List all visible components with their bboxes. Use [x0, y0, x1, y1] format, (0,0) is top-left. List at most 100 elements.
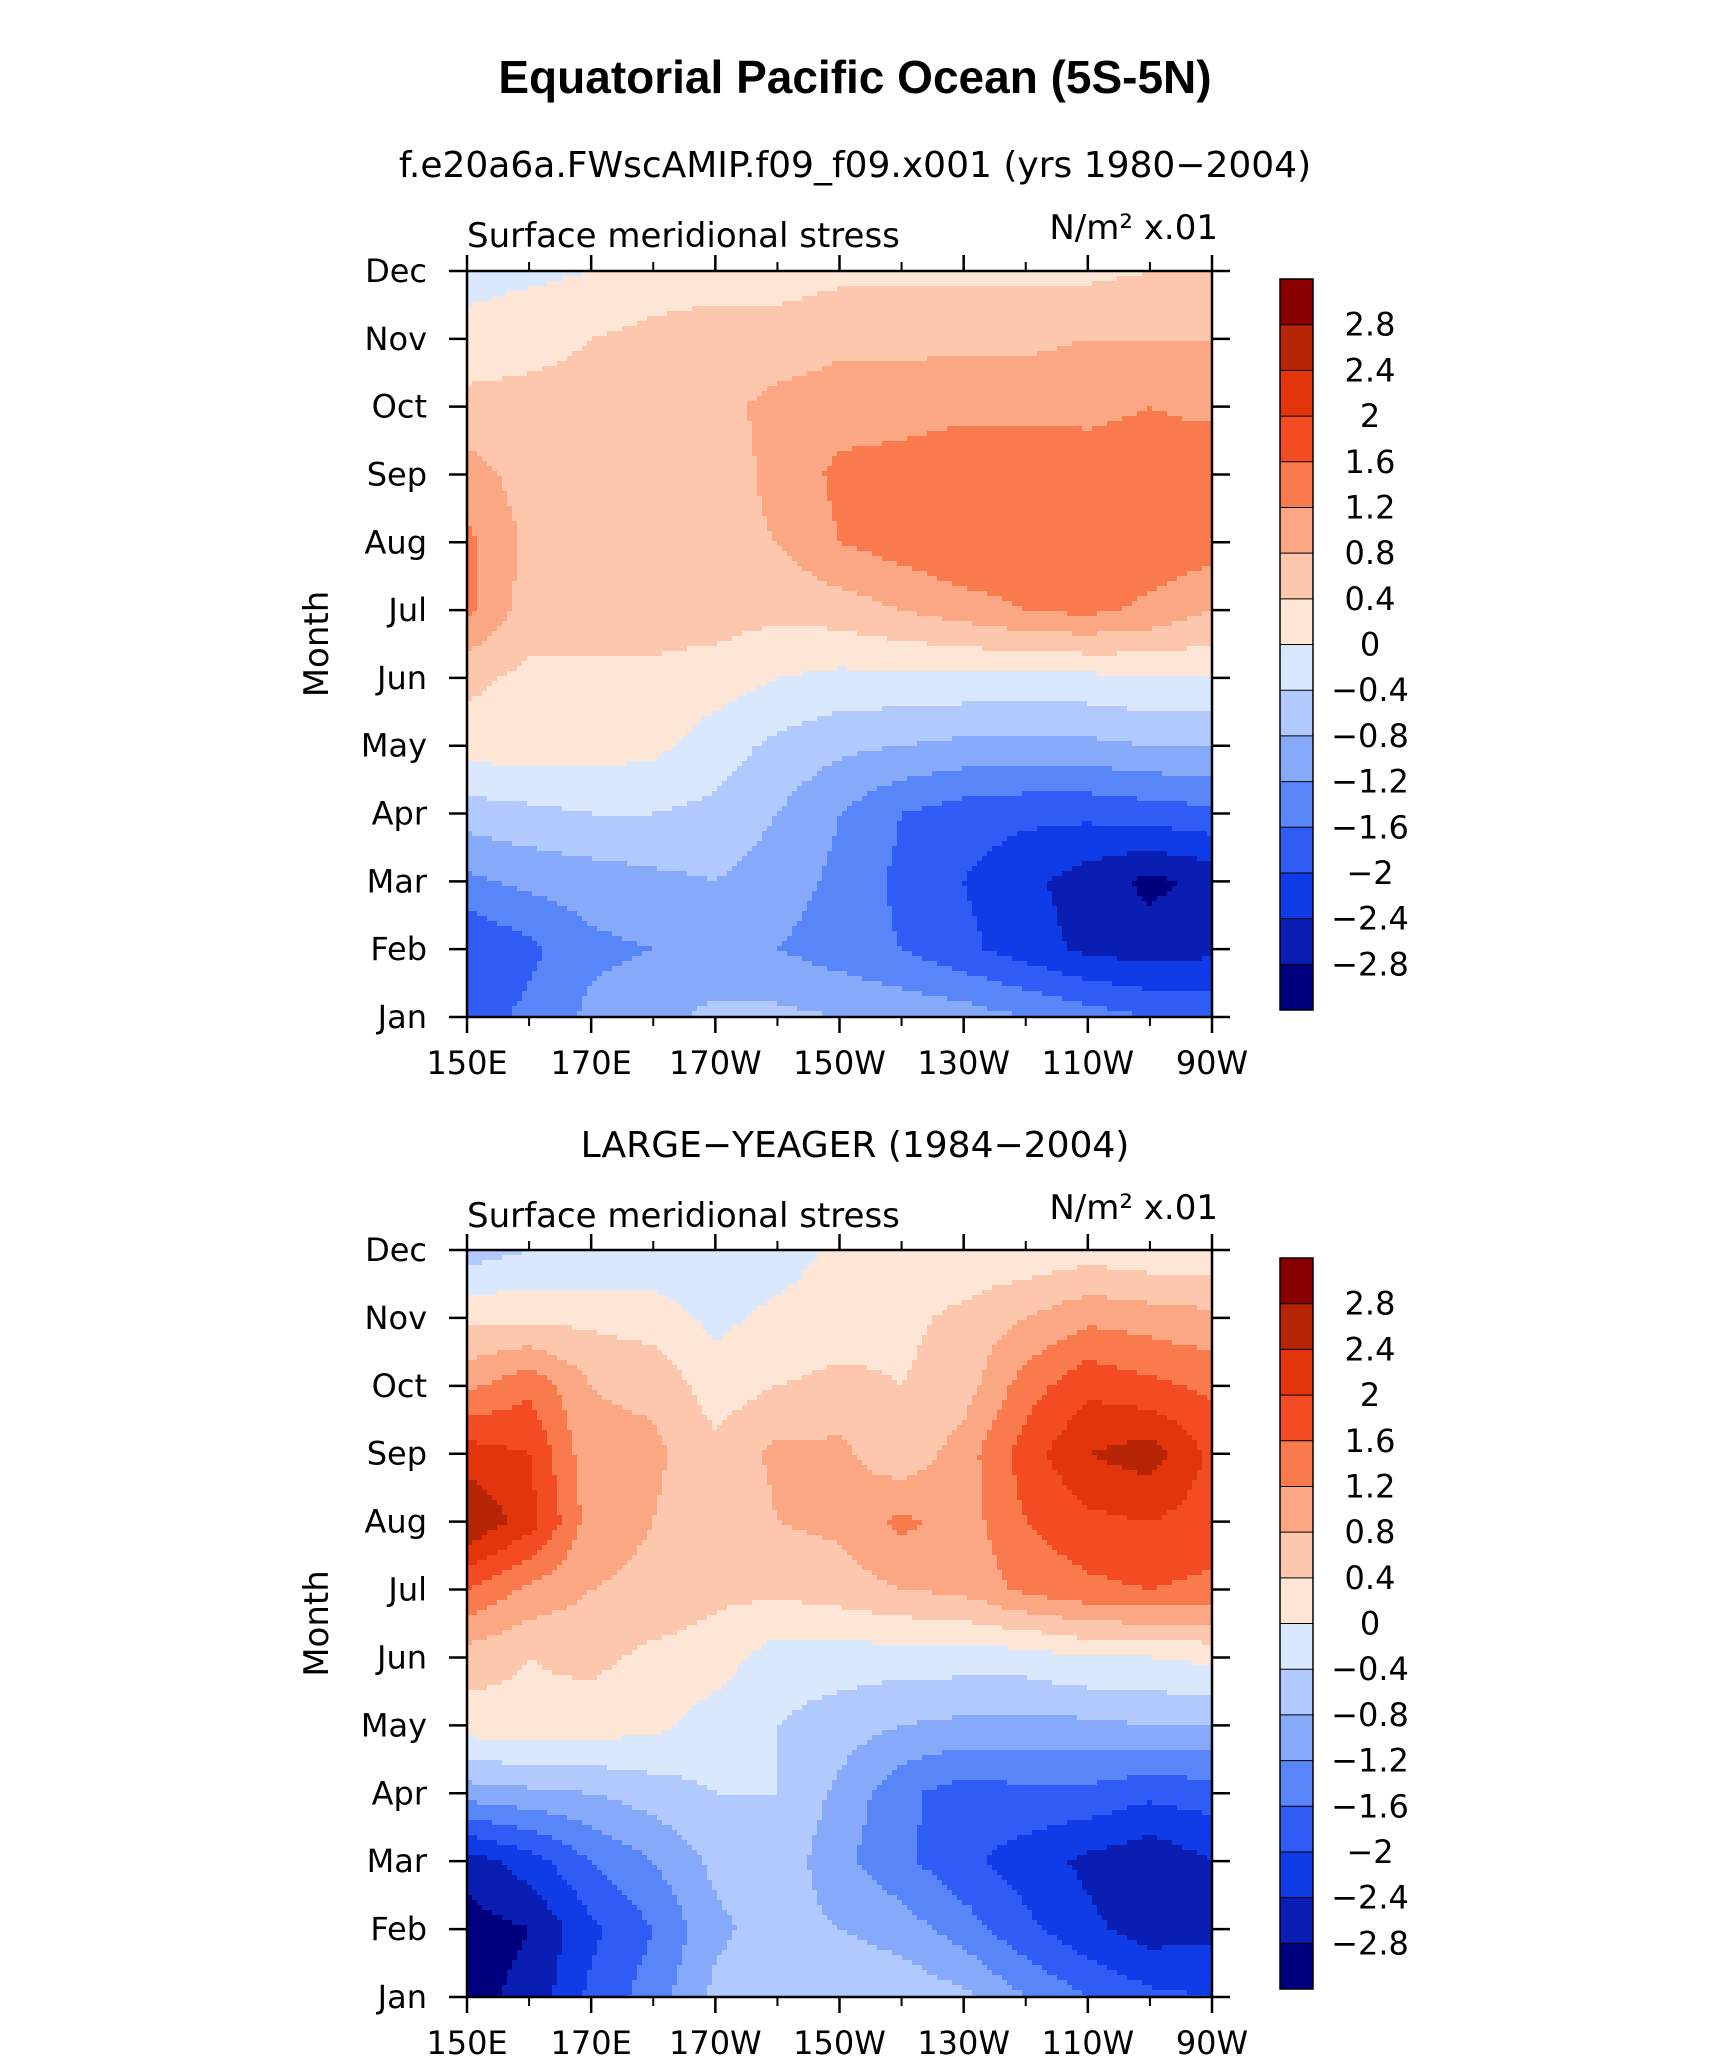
field-cell	[817, 1830, 863, 1836]
field-cell	[467, 891, 533, 897]
field-cell	[467, 1415, 538, 1421]
field-cell	[892, 856, 983, 862]
field-cell	[772, 816, 838, 822]
field-cell	[467, 581, 478, 587]
field-cell	[902, 1955, 978, 1961]
field-cell	[467, 1875, 518, 1881]
field-cell	[892, 921, 978, 927]
field-cell	[582, 1900, 633, 1906]
field-cell	[567, 356, 928, 362]
field-cell	[942, 1445, 983, 1451]
field-cell	[1052, 896, 1143, 902]
field-cell	[1172, 621, 1213, 627]
field-cell	[587, 1855, 648, 1861]
field-cell	[917, 1835, 1018, 1841]
field-cell	[992, 1345, 1048, 1351]
field-cell	[527, 1660, 538, 1666]
field-cell	[467, 836, 493, 842]
field-cell	[832, 711, 1213, 717]
field-cell	[732, 1410, 968, 1416]
field-cell	[652, 1935, 688, 1941]
field-cell	[647, 1855, 703, 1861]
field-cell	[1007, 836, 1213, 842]
field-cell	[1012, 1470, 1058, 1476]
field-cell	[1027, 1315, 1213, 1321]
field-cell	[912, 1910, 973, 1916]
field-cell	[542, 1855, 588, 1861]
field-cell	[702, 1325, 733, 1331]
field-cell	[997, 1565, 1083, 1571]
field-cell	[532, 936, 623, 942]
field-cell	[1082, 1295, 1108, 1301]
field-cell	[637, 1970, 678, 1976]
field-cell	[467, 466, 493, 472]
field-cell	[612, 966, 828, 972]
field-cell	[1027, 1675, 1213, 1681]
field-cell	[1032, 1275, 1213, 1281]
field-cell	[467, 271, 583, 277]
field-cell	[537, 1550, 568, 1556]
field-cell	[952, 1675, 1028, 1681]
field-cell	[997, 1845, 1108, 1851]
field-cell	[562, 1930, 603, 1936]
field-cell	[467, 1540, 473, 1546]
field-cell	[752, 746, 883, 752]
field-cell	[777, 1765, 843, 1771]
field-cell	[467, 1320, 703, 1326]
field-cell	[1082, 1405, 1138, 1411]
field-cell	[777, 1725, 898, 1731]
field-cell	[677, 1300, 768, 1306]
field-cell	[662, 1475, 768, 1481]
field-cell	[1137, 411, 1168, 417]
field-cell	[522, 1665, 543, 1671]
field-cell	[952, 1715, 1078, 1721]
colorbar-box	[1280, 872, 1313, 920]
field-cell	[792, 376, 1213, 382]
field-cell	[507, 1545, 543, 1551]
field-cell	[1072, 866, 1213, 872]
field-cell	[1127, 1805, 1178, 1811]
field-cell	[467, 1585, 473, 1591]
field-cell	[1027, 1515, 1128, 1521]
field-cell	[492, 296, 803, 302]
field-cell	[592, 1860, 653, 1866]
field-cell	[727, 1940, 868, 1946]
field-cell	[597, 1920, 648, 1926]
field-cell	[1117, 1365, 1213, 1371]
field-cell	[597, 1865, 658, 1871]
field-cell	[682, 1945, 728, 1951]
field-cell	[532, 1480, 558, 1486]
field-cell	[782, 806, 848, 812]
field-cell	[517, 551, 788, 557]
field-cell	[1187, 571, 1213, 577]
field-cell	[622, 1655, 748, 1661]
field-cell	[667, 1465, 768, 1471]
field-cell	[682, 1775, 778, 1781]
field-cell	[862, 1825, 918, 1831]
field-cell	[507, 1970, 558, 1976]
field-cell	[467, 281, 548, 287]
y-tick-label: Feb	[370, 1910, 427, 1948]
field-cell	[467, 641, 483, 647]
field-cell	[1002, 1605, 1213, 1611]
field-cell	[522, 1585, 598, 1591]
field-cell	[477, 536, 518, 542]
field-cell	[467, 1955, 518, 1961]
field-cell	[1192, 1435, 1213, 1441]
field-cell	[802, 916, 893, 922]
field-cell	[492, 1380, 553, 1386]
field-cell	[607, 1765, 778, 1771]
field-cell	[757, 461, 833, 467]
field-cell	[517, 886, 818, 892]
field-cell	[1097, 1910, 1213, 1916]
field-cell	[557, 1980, 588, 1986]
field-cell	[667, 1450, 763, 1456]
field-cell	[982, 1470, 1013, 1476]
field-cell	[467, 1795, 608, 1801]
field-cell	[467, 1855, 488, 1861]
field-cell	[882, 1680, 1053, 1686]
field-cell	[532, 1455, 553, 1461]
field-cell	[922, 1865, 993, 1871]
field-cell	[822, 1805, 868, 1811]
field-cell	[577, 1535, 648, 1541]
